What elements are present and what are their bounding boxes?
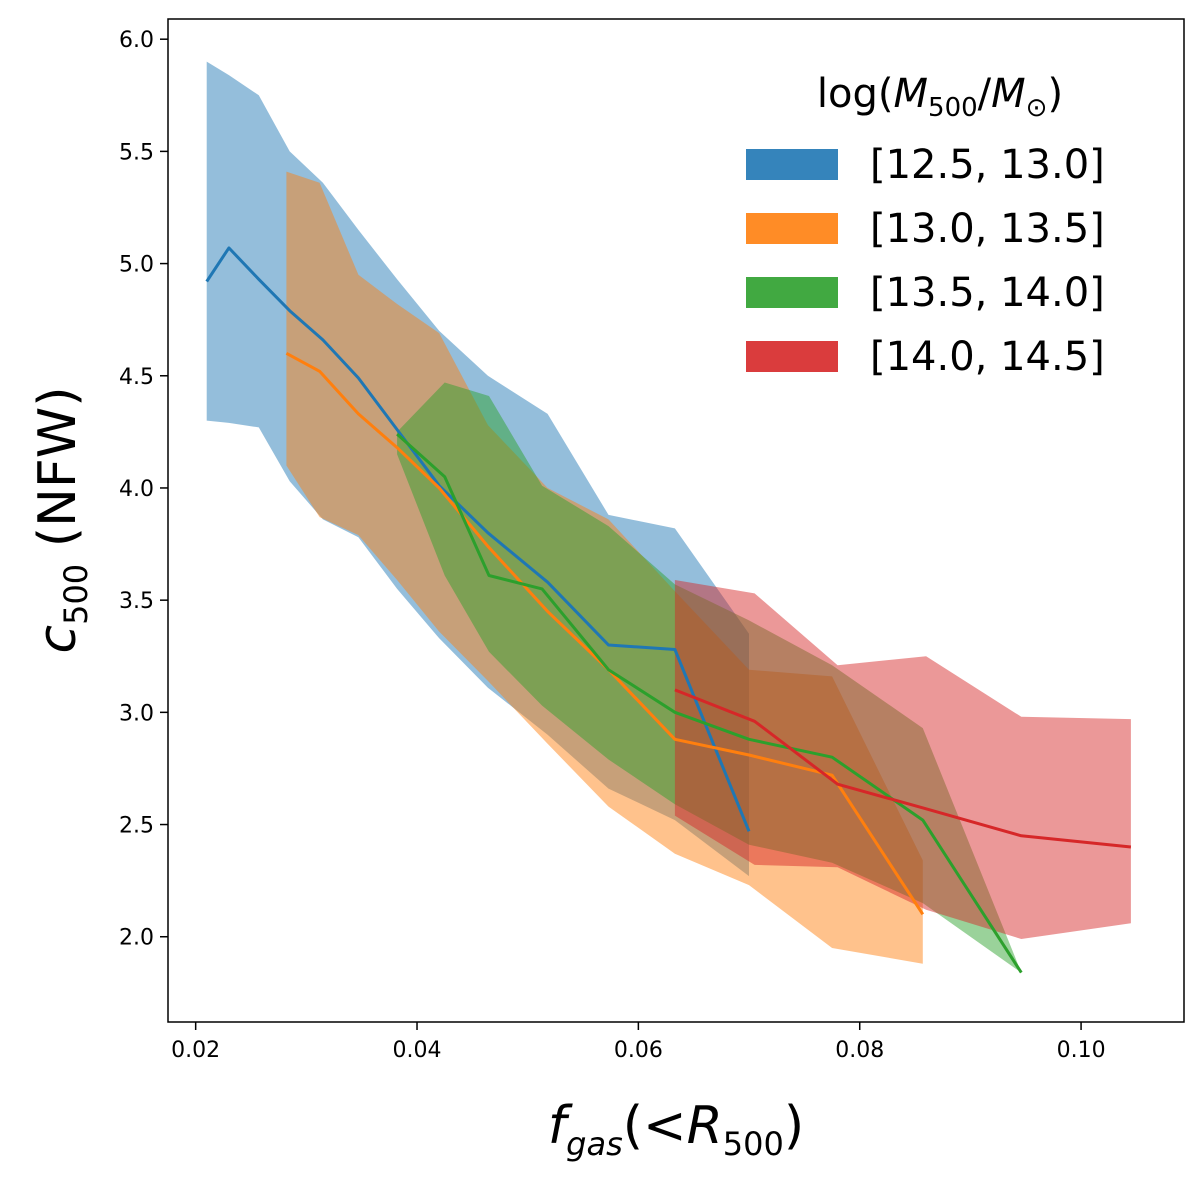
y-axis-label-500: 500 [57, 564, 95, 625]
x-axis-label-gas: gas [566, 1125, 623, 1163]
x-axis: 0.02 0.04 0.06 0.08 0.10 [171, 1022, 1106, 1063]
legend-swatch-14.0-14.5 [746, 341, 838, 372]
x-axis-label-r: R [687, 1096, 723, 1156]
y-tick-label: 5.0 [119, 253, 154, 278]
legend-title-m1: M [894, 71, 929, 117]
y-tick-label: 4.5 [119, 365, 154, 390]
legend-title-sub1: 500 [928, 93, 978, 123]
legend-title: log(M500/M⊙) [817, 71, 1063, 123]
y-tick-label: 5.5 [119, 140, 154, 165]
x-tick-label: 0.06 [614, 1038, 663, 1063]
y-tick-label: 3.0 [119, 701, 154, 726]
x-axis-label-500: 500 [723, 1125, 784, 1163]
uncertainty-bands [206, 61, 1131, 973]
x-axis-label-open: (< [623, 1096, 687, 1156]
legend-swatch-13.0-13.5 [746, 213, 838, 244]
legend: log(M500/M⊙) [12.5, 13.0][13.0, 13.5][13… [746, 71, 1105, 380]
median-lines [205, 246, 1132, 974]
band-14.0-14.5 [674, 580, 1131, 939]
y-axis-label-c: c [28, 625, 88, 654]
legend-label-12.5-13.0: [12.5, 13.0] [870, 142, 1105, 188]
y-axis-label-group: c500 (NFW) [28, 387, 95, 654]
band-13.0-13.5 [286, 171, 923, 964]
y-tick-label: 2.5 [119, 814, 154, 839]
legend-swatch-13.5-14.0 [746, 277, 838, 308]
y-axis-label-nfw: (NFW) [28, 387, 88, 564]
legend-label-14.0-14.5: [14.0, 14.5] [870, 334, 1105, 380]
legend-title-prefix: log( [817, 71, 894, 117]
x-tick-label: 0.02 [171, 1038, 220, 1063]
x-tick-label: 0.10 [1057, 1038, 1106, 1063]
x-axis-label-close: ) [784, 1096, 804, 1156]
y-tick-label: 3.5 [119, 589, 154, 614]
line-12.5-13.0 [205, 246, 751, 832]
legend-title-sub2: ⊙ [1026, 93, 1048, 123]
line-13.0-13.5 [285, 351, 925, 916]
line-14.0-14.5 [674, 688, 1132, 849]
x-tick-label: 0.04 [393, 1038, 442, 1063]
y-tick-label: 6.0 [119, 28, 154, 53]
legend-label-13.0-13.5: [13.0, 13.5] [870, 206, 1105, 252]
legend-label-13.5-14.0: [13.5, 14.0] [870, 270, 1105, 316]
y-tick-label: 2.0 [119, 926, 154, 951]
y-axis: 2.0 2.5 3.0 3.5 4.0 4.5 5.0 5.5 6.0 [119, 28, 168, 951]
legend-swatch-12.5-13.0 [746, 149, 838, 180]
y-axis-label: c500 (NFW) [28, 387, 95, 654]
legend-entries: [12.5, 13.0] [13.0, 13.5] [13.5, 14.0] [14.… [746, 142, 1105, 380]
legend-title-suffix: ) [1047, 71, 1063, 117]
x-axis-label: fgas(<R500) [548, 1096, 804, 1163]
x-tick-label: 0.08 [835, 1038, 884, 1063]
y-tick-label: 4.0 [119, 477, 154, 502]
legend-title-slash: / [978, 71, 992, 117]
line-13.5-14.0 [396, 432, 1023, 974]
legend-title-m2: M [991, 71, 1026, 117]
plot-frame [167, 18, 1185, 1023]
